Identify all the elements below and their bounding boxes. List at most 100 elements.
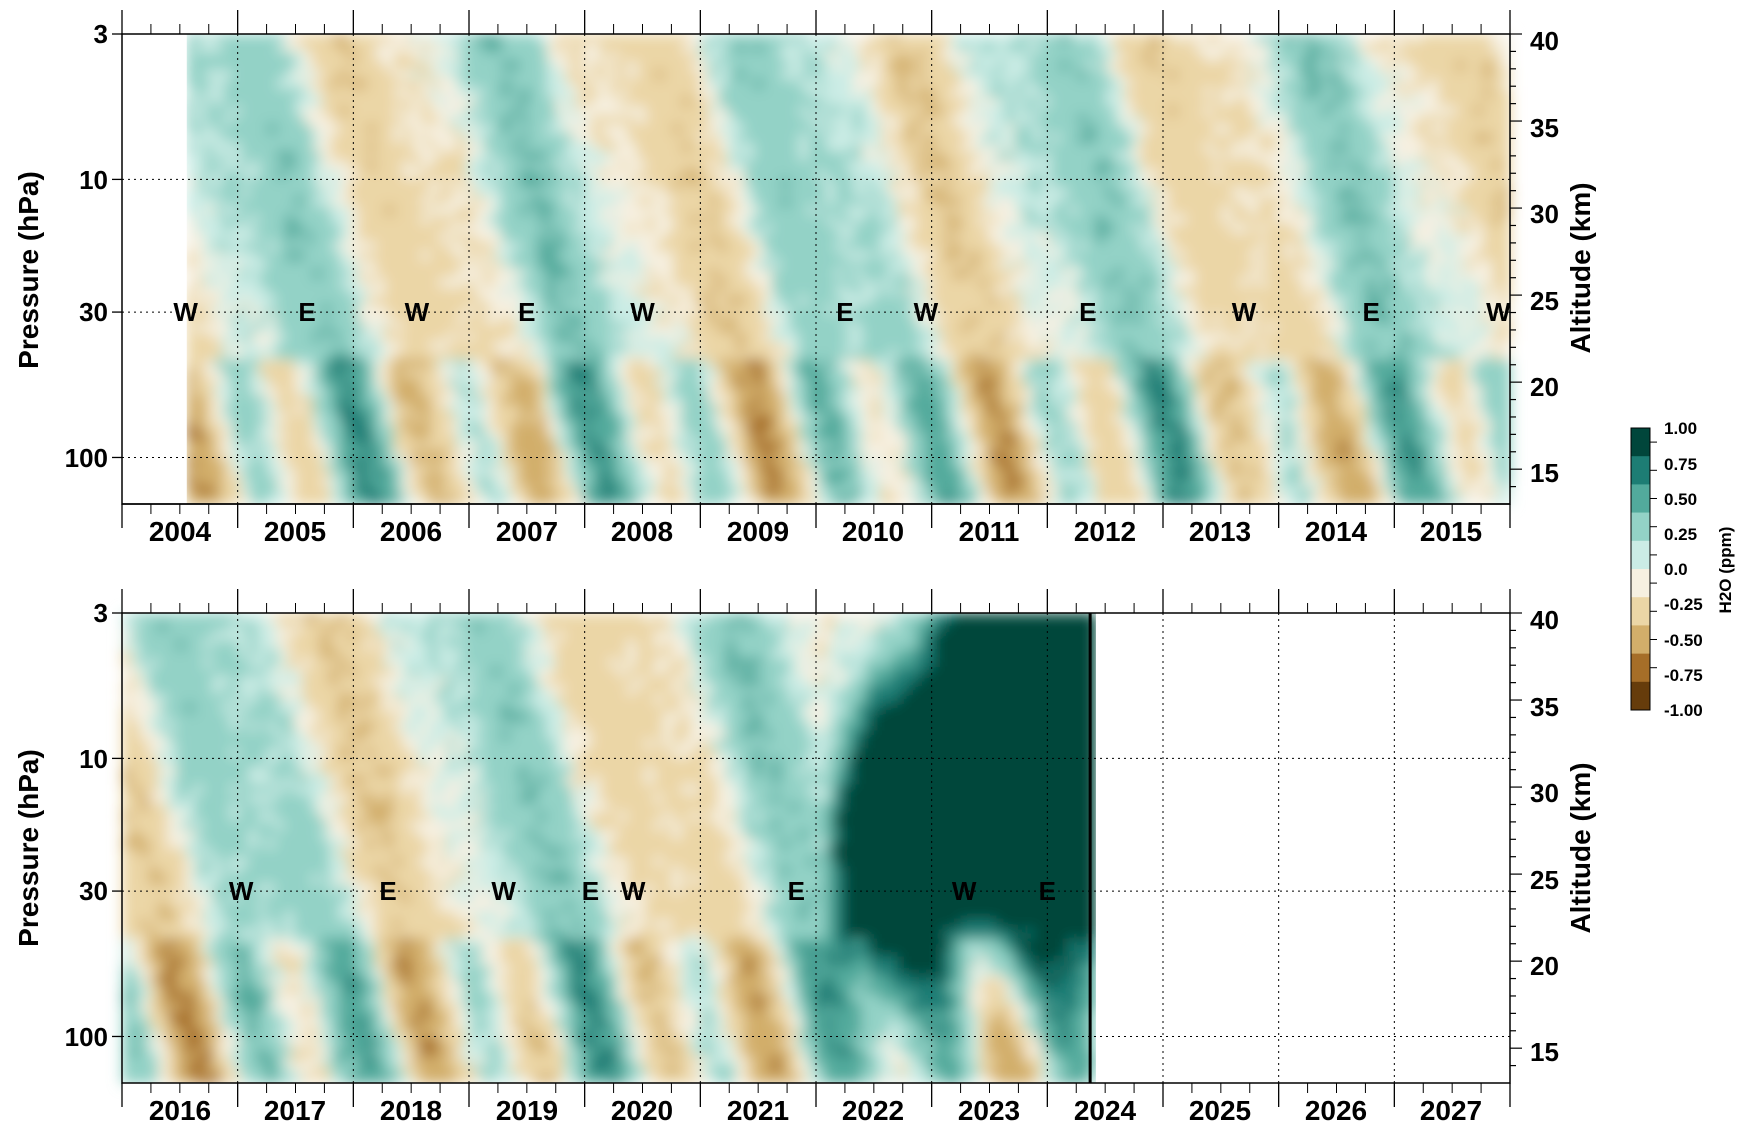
heatmap-cell bbox=[960, 341, 971, 352]
heatmap-cell bbox=[195, 260, 206, 270]
heatmap-cell bbox=[447, 359, 458, 370]
heatmap-cell bbox=[240, 142, 251, 153]
heatmap-cell bbox=[375, 314, 386, 324]
heatmap-cell bbox=[231, 34, 242, 44]
heatmap-cell bbox=[537, 142, 548, 153]
heatmap-cell bbox=[609, 142, 620, 153]
heatmap-cell bbox=[726, 260, 737, 270]
heatmap-cell bbox=[258, 223, 269, 234]
heatmap-cell bbox=[213, 214, 224, 225]
heatmap-cell bbox=[906, 196, 917, 207]
heatmap-cell bbox=[195, 160, 206, 171]
heatmap-cell bbox=[582, 341, 593, 352]
heatmap-cell bbox=[1041, 214, 1052, 225]
heatmap-cell bbox=[537, 97, 548, 108]
heatmap-cell bbox=[744, 332, 755, 343]
heatmap-cell bbox=[627, 61, 638, 71]
heatmap-cell bbox=[249, 178, 260, 189]
heatmap-cell bbox=[402, 458, 413, 469]
heatmap-cell bbox=[969, 34, 980, 44]
heatmap-cell bbox=[402, 250, 413, 261]
heatmap-cell bbox=[780, 124, 791, 135]
heatmap-cell bbox=[996, 467, 1007, 478]
heatmap-cell bbox=[429, 169, 440, 180]
heatmap-cell bbox=[861, 241, 872, 252]
heatmap-cell bbox=[474, 97, 485, 108]
heatmap-cell bbox=[834, 34, 845, 44]
heatmap-cell bbox=[231, 97, 242, 108]
heatmap-cell bbox=[393, 359, 404, 370]
heatmap-cell bbox=[411, 458, 422, 469]
heatmap-cell bbox=[780, 449, 791, 460]
heatmap-cell bbox=[636, 386, 647, 397]
heatmap-cell bbox=[951, 377, 962, 388]
heatmap-cell bbox=[204, 260, 215, 270]
heatmap-cell bbox=[276, 115, 287, 126]
heatmap-cell bbox=[906, 458, 917, 469]
heatmap-cell bbox=[276, 223, 287, 234]
heatmap-cell bbox=[924, 124, 935, 135]
heatmap-cell bbox=[501, 196, 512, 207]
heatmap-cell bbox=[375, 440, 386, 451]
heatmap-cell bbox=[474, 359, 485, 370]
heatmap-cell bbox=[825, 169, 836, 180]
heatmap-cell bbox=[789, 431, 800, 442]
heatmap-cell bbox=[1041, 223, 1052, 234]
heatmap-cell bbox=[519, 133, 530, 144]
heatmap-cell bbox=[681, 79, 692, 89]
heatmap-cell bbox=[420, 368, 431, 379]
heatmap-cell bbox=[978, 485, 989, 496]
heatmap-cell bbox=[753, 332, 764, 343]
heatmap-cell bbox=[285, 169, 296, 180]
heatmap-cell bbox=[618, 115, 629, 126]
heatmap-cell bbox=[393, 178, 404, 189]
heatmap-cell bbox=[384, 350, 395, 361]
heatmap-cell bbox=[609, 449, 620, 460]
heatmap-cell bbox=[258, 232, 269, 243]
heatmap-cell bbox=[591, 214, 602, 225]
heatmap-cell bbox=[501, 88, 512, 98]
heatmap-cell bbox=[357, 467, 368, 478]
heatmap-cell bbox=[393, 377, 404, 388]
heatmap-cell bbox=[375, 305, 386, 315]
heatmap-cell bbox=[213, 52, 224, 62]
heatmap-cell bbox=[231, 377, 242, 388]
heatmap-cell bbox=[249, 467, 260, 478]
heatmap-cell bbox=[996, 133, 1007, 144]
heatmap-cell bbox=[879, 187, 890, 198]
heatmap-cell bbox=[978, 70, 989, 80]
heatmap-cell bbox=[717, 431, 728, 442]
heatmap-cell bbox=[285, 178, 296, 189]
heatmap-cell bbox=[708, 386, 719, 397]
heatmap-cell bbox=[897, 278, 908, 288]
heatmap-cell bbox=[375, 250, 386, 261]
heatmap-cell bbox=[681, 250, 692, 261]
heatmap-cell bbox=[690, 269, 701, 279]
heatmap-cell bbox=[708, 350, 719, 361]
heatmap-cell bbox=[438, 223, 449, 234]
heatmap-cell bbox=[807, 223, 818, 234]
heatmap-cell bbox=[753, 323, 764, 333]
heatmap-cell bbox=[438, 214, 449, 225]
heatmap-cell bbox=[663, 377, 674, 388]
heatmap-cell bbox=[753, 97, 764, 108]
heatmap-cell bbox=[294, 214, 305, 225]
heatmap-cell bbox=[915, 359, 926, 370]
heatmap-cell bbox=[312, 250, 323, 261]
heatmap-cell bbox=[528, 287, 539, 297]
heatmap-cell bbox=[519, 296, 530, 306]
heatmap-cell bbox=[393, 395, 404, 406]
heatmap-cell bbox=[978, 476, 989, 487]
heatmap-cell bbox=[987, 476, 998, 487]
heatmap-cell bbox=[447, 115, 458, 126]
heatmap-cell bbox=[690, 278, 701, 288]
heatmap-cell bbox=[960, 88, 971, 98]
heatmap-cell bbox=[816, 52, 827, 62]
heatmap-cell bbox=[492, 88, 503, 98]
heatmap-cell bbox=[825, 323, 836, 333]
heatmap-cell bbox=[546, 241, 557, 252]
heatmap-cell bbox=[672, 142, 683, 153]
heatmap-cell bbox=[789, 241, 800, 252]
heatmap-cell bbox=[771, 232, 782, 243]
heatmap-cell bbox=[717, 314, 728, 324]
